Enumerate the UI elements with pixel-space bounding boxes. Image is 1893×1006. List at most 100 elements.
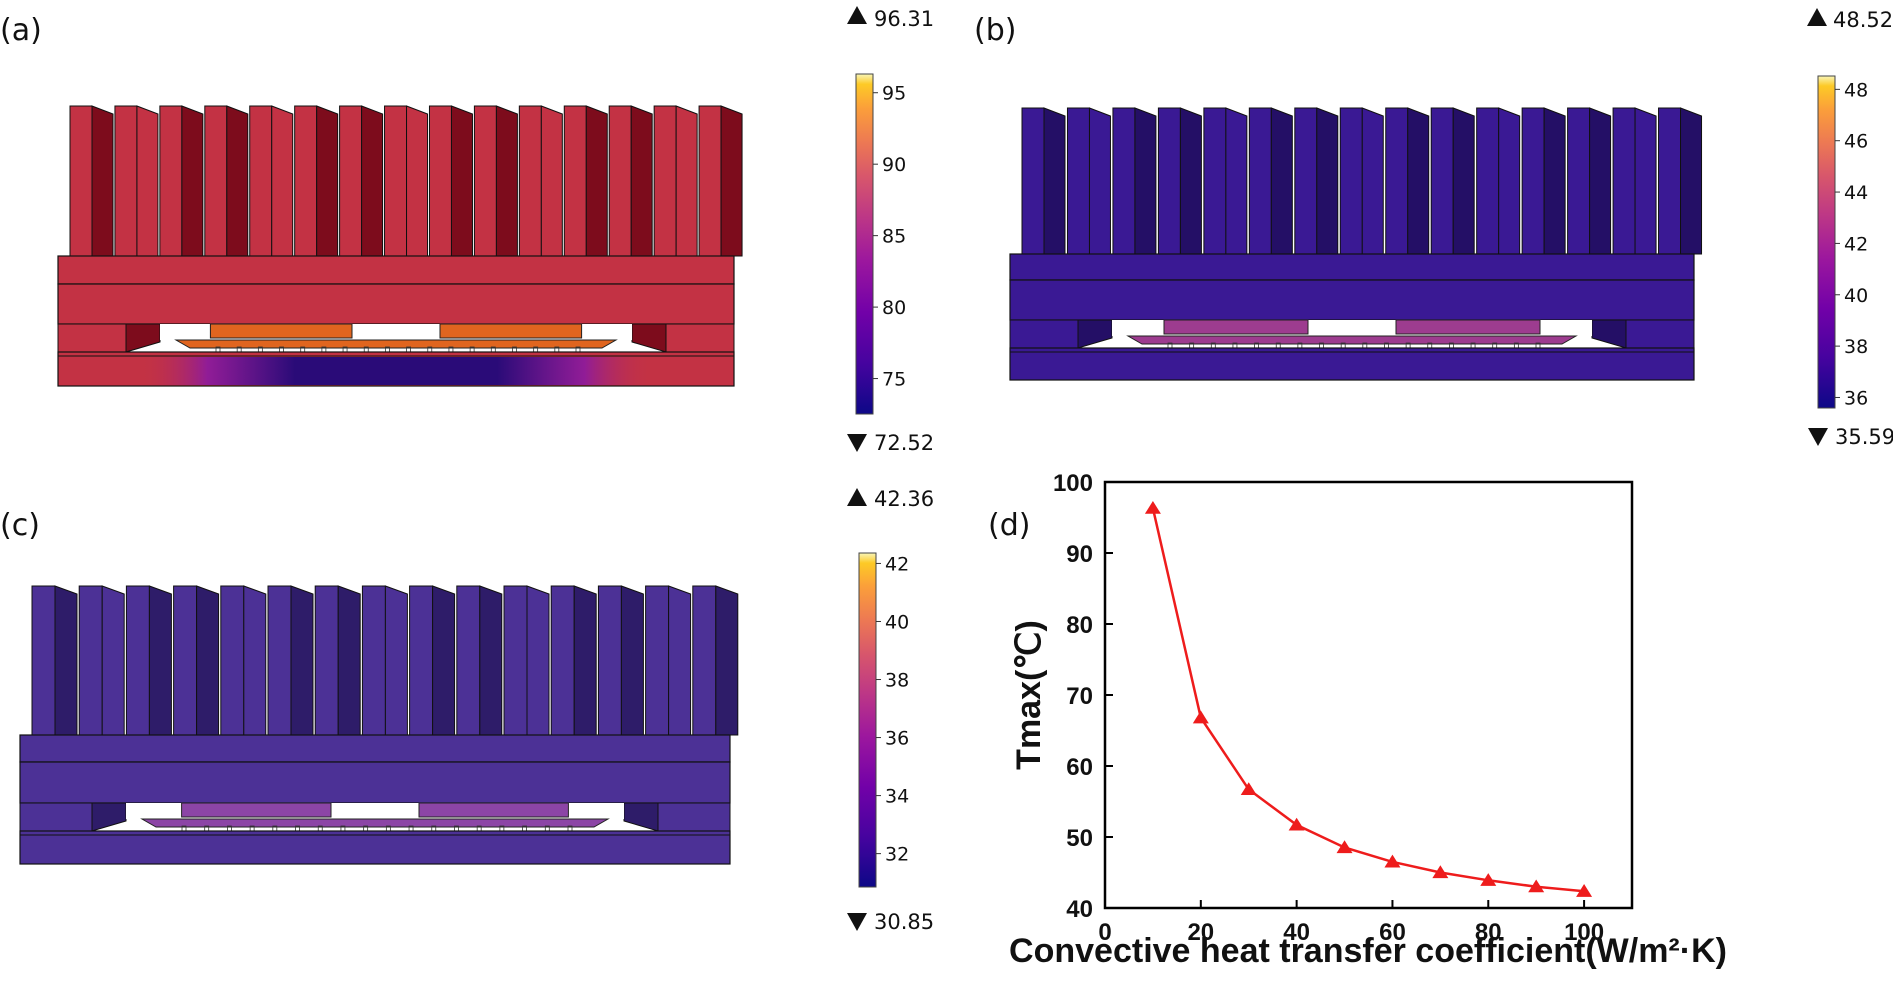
min-triangle-icon: [847, 434, 867, 452]
colorbar-tick-label: 90: [882, 154, 906, 176]
heatsink-fin: [159, 105, 183, 257]
heatsink-fin-side: [1634, 107, 1657, 255]
series-markers: [1144, 500, 1593, 897]
colorbar-tick-label: 44: [1844, 182, 1868, 204]
heatsink-fin: [1430, 107, 1454, 255]
heatsink-foot-right: [665, 323, 735, 353]
min-triangle-icon: [847, 913, 867, 931]
colorbar-tick-label: 32: [885, 844, 909, 866]
heatsink-fin: [125, 585, 150, 736]
pcb-board: [1126, 335, 1578, 345]
y-tick-label: 40: [1066, 896, 1093, 923]
chip: [1395, 319, 1541, 335]
heatsink-fin-side: [720, 105, 743, 257]
heatsink-base-upper: [57, 255, 735, 285]
hot-region: [59, 357, 733, 385]
cavity-wall-left: [1077, 319, 1113, 349]
cavity-wall-right: [1591, 319, 1627, 349]
heatsink-bottom-plate: [19, 830, 731, 865]
line-chart: 0 20 40 60 80 100 40 50 60 70 80 90 100 Tmax(℃) Con…: [1009, 470, 1727, 970]
heatsink-fin-side: [540, 105, 563, 257]
x-tick-label: 80: [1475, 919, 1502, 946]
colorbar-min-label: 30.85: [874, 910, 934, 934]
pcb-board: [140, 818, 610, 828]
heatsink-fin: [1157, 107, 1181, 255]
colorbar-tick-label: 40: [1844, 285, 1868, 307]
heatsink-fin: [692, 585, 717, 736]
heatsink-fin-side: [450, 105, 473, 257]
heatsink-fin-side: [1452, 107, 1475, 255]
colorbar-gradient: [855, 73, 874, 415]
heatsink-fin: [608, 105, 632, 257]
colorbar-max-label: 96.31: [874, 7, 934, 31]
heatsink-fin: [31, 585, 56, 736]
heatsink-base-upper: [19, 734, 731, 763]
colorbar-tick-label: 38: [1844, 336, 1868, 358]
heatsink-fin: [361, 585, 386, 736]
y-tick-label: 90: [1066, 541, 1093, 568]
colorbar-ticks: 42 40 38 36 34 32: [876, 553, 909, 866]
heatsink-fin-side: [54, 585, 78, 736]
heatsink-fin-side: [1270, 107, 1293, 255]
panel-label-d: (d): [988, 508, 1030, 543]
heatsink-fin-side: [136, 105, 159, 257]
heatsink-base: [1009, 279, 1695, 321]
heatsink-base: [19, 761, 731, 804]
heatsink-fin: [204, 105, 228, 257]
heatsink-render-b: [1009, 107, 1703, 381]
heatsink-fin-side: [1179, 107, 1202, 255]
heatsink-foot-left: [19, 802, 93, 832]
heatsink-fin: [267, 585, 292, 736]
heatsink-fin: [503, 585, 528, 736]
heatsink-fin-side: [630, 105, 653, 257]
heatsink-fin-side: [271, 105, 294, 257]
heatsink-fin: [173, 585, 198, 736]
cavity-wall-left: [91, 802, 127, 832]
heatsink-fin-side: [384, 585, 408, 736]
colorbar-tick-label: 42: [1844, 233, 1868, 255]
chip: [181, 802, 332, 818]
max-triangle-icon: [847, 6, 867, 24]
colorbar-tick-label: 46: [1844, 131, 1868, 153]
colorbar-tick-label: 42: [885, 553, 909, 575]
colorbar-tick-label: 40: [885, 611, 909, 633]
colorbar-ticks: 48 46 44 42 40 38 36: [1835, 79, 1868, 409]
heatsink-fin-side: [316, 105, 339, 257]
heatsink-fin: [1612, 107, 1636, 255]
chip: [1163, 319, 1309, 335]
data-point-marker: [1432, 865, 1449, 879]
heatsink-fin-side: [1134, 107, 1157, 255]
heatsink-fin: [114, 105, 138, 257]
heatsink-fin: [428, 105, 452, 257]
data-point-marker: [1144, 500, 1161, 514]
cavity-wall-right: [623, 802, 659, 832]
heatsink-fin-side: [148, 585, 172, 736]
heatsink-render-a: [57, 105, 743, 387]
heatsink-fin-side: [1498, 107, 1521, 255]
colorbar-tick-label: 36: [885, 728, 909, 750]
heatsink-fin: [1248, 107, 1272, 255]
heatsink-fin: [563, 105, 587, 257]
max-triangle-icon: [1807, 8, 1827, 26]
heatsink-fin: [473, 105, 497, 257]
x-axis-label: Convective heat transfer coefficient(W/m…: [1009, 932, 1727, 970]
colorbar-tick-label: 75: [882, 369, 906, 391]
heatsink-fin-side: [1225, 107, 1248, 255]
heatsink-fin: [1476, 107, 1500, 255]
heatsink-fin: [294, 105, 318, 257]
heatsink-fin: [1066, 107, 1090, 255]
colorbar-b: 48.52 48 46 44 42 40 38 36 35.59: [1807, 8, 1893, 449]
y-tick-label: 100: [1053, 470, 1093, 497]
colorbar-min-label: 35.59: [1835, 425, 1893, 449]
colorbar-tick-label: 85: [882, 226, 906, 248]
chip: [418, 802, 569, 818]
heatsink-fin-side: [337, 585, 361, 736]
heatsink-fin: [78, 585, 103, 736]
heatsink-fin-side: [181, 105, 204, 257]
heatsink-fin-side: [1043, 107, 1066, 255]
heatsink-fin: [1294, 107, 1318, 255]
heatsink-fin: [1385, 107, 1409, 255]
heatsink-fin: [550, 585, 575, 736]
cavity-wall-right: [631, 323, 667, 353]
